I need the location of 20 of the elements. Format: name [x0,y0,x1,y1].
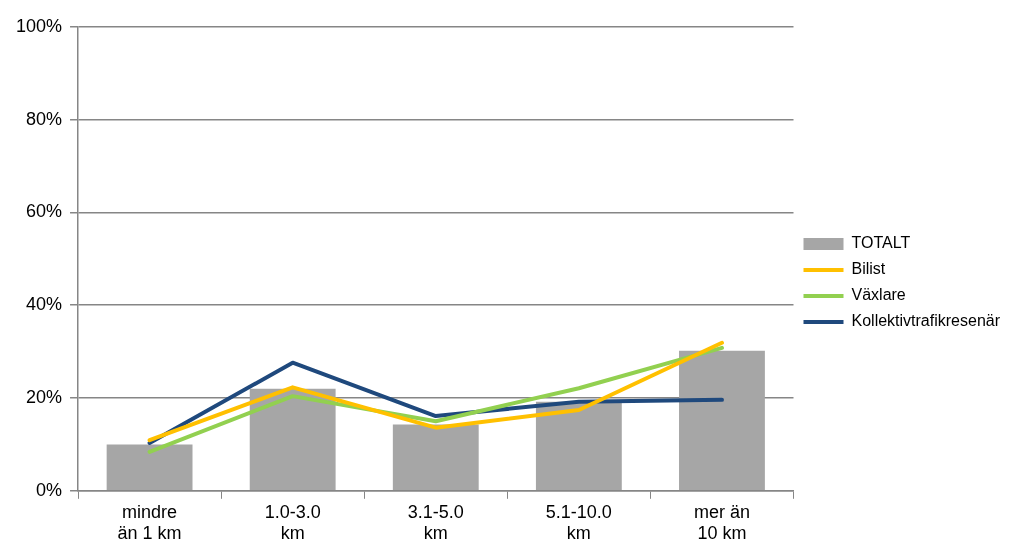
y-tick-label: 40% [26,294,63,315]
bar [392,424,479,491]
bar [679,350,765,491]
y-tick-label: 0% [36,479,63,500]
legend-label: Bilist [851,260,886,278]
x-tick-label: 5.1-10.0 km [545,501,612,544]
legend-label: TOTALT [851,234,911,252]
legend-label: Växlare [851,286,906,304]
x-tick-label: 3.1-5.0 km [407,501,464,544]
bar [106,444,193,491]
x-tick-label: mer än 10 km [693,501,750,544]
legend-label: Kollektivtrafikresenär [851,312,1001,330]
x-tick-label: 1.0-3.0 km [264,501,321,544]
x-tick-label: mindre än 1 km [117,501,182,544]
bar [249,388,336,491]
y-tick-label: 20% [26,386,63,407]
y-tick-label: 80% [26,108,63,129]
bar [535,401,622,491]
y-tick-label: 60% [26,201,63,222]
y-tick-label: 100% [15,15,63,36]
